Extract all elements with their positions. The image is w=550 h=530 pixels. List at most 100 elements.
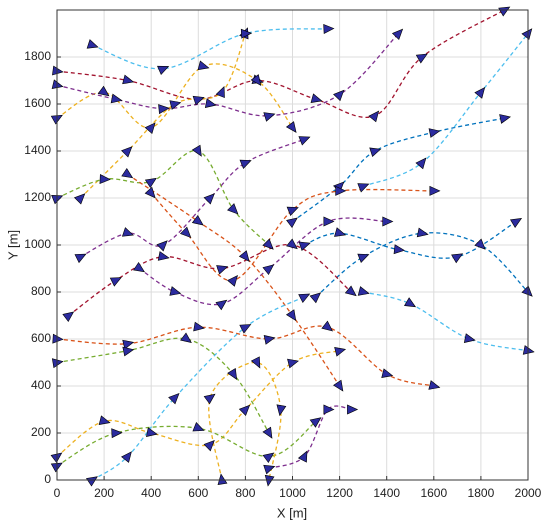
marker: [286, 217, 298, 229]
marker: [215, 299, 228, 311]
marker: [51, 358, 64, 369]
marker: [521, 285, 533, 297]
marker: [157, 251, 170, 261]
y-tick-label: 200: [31, 425, 51, 439]
marker: [239, 324, 252, 334]
trajectory: [362, 291, 529, 352]
marker: [474, 238, 486, 250]
marker: [179, 226, 192, 239]
marker: [285, 121, 297, 133]
marker: [121, 146, 133, 158]
marker: [263, 112, 276, 122]
marker: [357, 183, 370, 193]
y-tick-label: 800: [31, 284, 51, 298]
y-tick-label: 1000: [24, 237, 51, 251]
marker: [238, 404, 251, 417]
marker: [298, 241, 311, 252]
marker: [197, 60, 210, 71]
marker: [321, 320, 334, 332]
marker: [463, 333, 476, 343]
marker: [297, 450, 308, 463]
marker: [404, 297, 417, 308]
x-axis-label: X [m]: [277, 505, 307, 520]
y-tick-label: 400: [31, 378, 51, 392]
x-tick-label: 2000: [515, 486, 542, 500]
marker: [286, 206, 299, 216]
marker: [474, 87, 486, 99]
marker: [286, 238, 298, 250]
marker: [250, 74, 262, 86]
y-tick-label: 1400: [24, 143, 51, 157]
trajectory: [315, 232, 529, 298]
marker: [109, 277, 122, 287]
marker: [285, 309, 297, 322]
marker: [276, 404, 287, 417]
marker: [309, 292, 322, 304]
y-tick-label: 0: [44, 472, 51, 486]
marker: [415, 53, 428, 64]
marker: [357, 286, 370, 296]
marker: [334, 347, 347, 357]
marker: [144, 122, 156, 135]
x-tick-label: 200: [94, 486, 114, 500]
marker: [369, 147, 382, 158]
x-tick-label: 600: [188, 486, 208, 500]
marker: [180, 332, 192, 344]
marker: [287, 358, 300, 369]
marker: [62, 311, 75, 323]
marker: [240, 28, 253, 39]
marker: [193, 321, 205, 332]
marker: [263, 335, 276, 345]
trajectory: [268, 405, 352, 469]
marker: [382, 216, 394, 227]
y-tick-label: 1200: [24, 190, 51, 204]
marker: [204, 98, 217, 108]
marker: [122, 346, 135, 357]
marker: [144, 186, 156, 199]
marker: [239, 159, 252, 169]
marker: [192, 422, 205, 432]
marker: [73, 193, 86, 205]
marker: [262, 452, 275, 464]
marker: [191, 144, 202, 157]
marker: [250, 356, 261, 369]
marker: [335, 185, 347, 196]
marker: [298, 136, 311, 146]
x-tick-label: 1000: [279, 486, 306, 500]
x-tick-label: 400: [141, 486, 161, 500]
marker: [133, 261, 146, 273]
marker: [429, 185, 441, 196]
x-tick-label: 0: [54, 486, 61, 500]
marker: [110, 93, 123, 104]
y-tick-label: 1800: [24, 49, 51, 63]
marker: [122, 339, 135, 350]
marker: [156, 240, 168, 252]
trajectory: [139, 217, 387, 306]
x-tick-label: 1400: [373, 486, 400, 500]
marker: [50, 452, 63, 464]
marker: [144, 177, 157, 189]
marker: [262, 238, 274, 250]
marker: [86, 39, 99, 49]
marker: [227, 368, 238, 381]
marker: [97, 85, 110, 97]
marker: [323, 216, 335, 227]
marker: [347, 404, 359, 415]
marker: [122, 74, 135, 85]
y-tick-label: 1600: [24, 96, 51, 110]
marker: [262, 264, 275, 276]
marker: [415, 157, 427, 170]
marker: [98, 415, 111, 425]
marker: [263, 464, 276, 475]
marker: [121, 227, 134, 237]
marker: [215, 86, 225, 99]
marker: [217, 473, 228, 485]
marker: [52, 65, 64, 76]
marker: [227, 275, 238, 287]
marker: [169, 286, 182, 296]
marker: [227, 203, 239, 215]
x-tick-label: 1200: [326, 486, 353, 500]
marker: [264, 474, 275, 487]
marker: [158, 104, 170, 115]
